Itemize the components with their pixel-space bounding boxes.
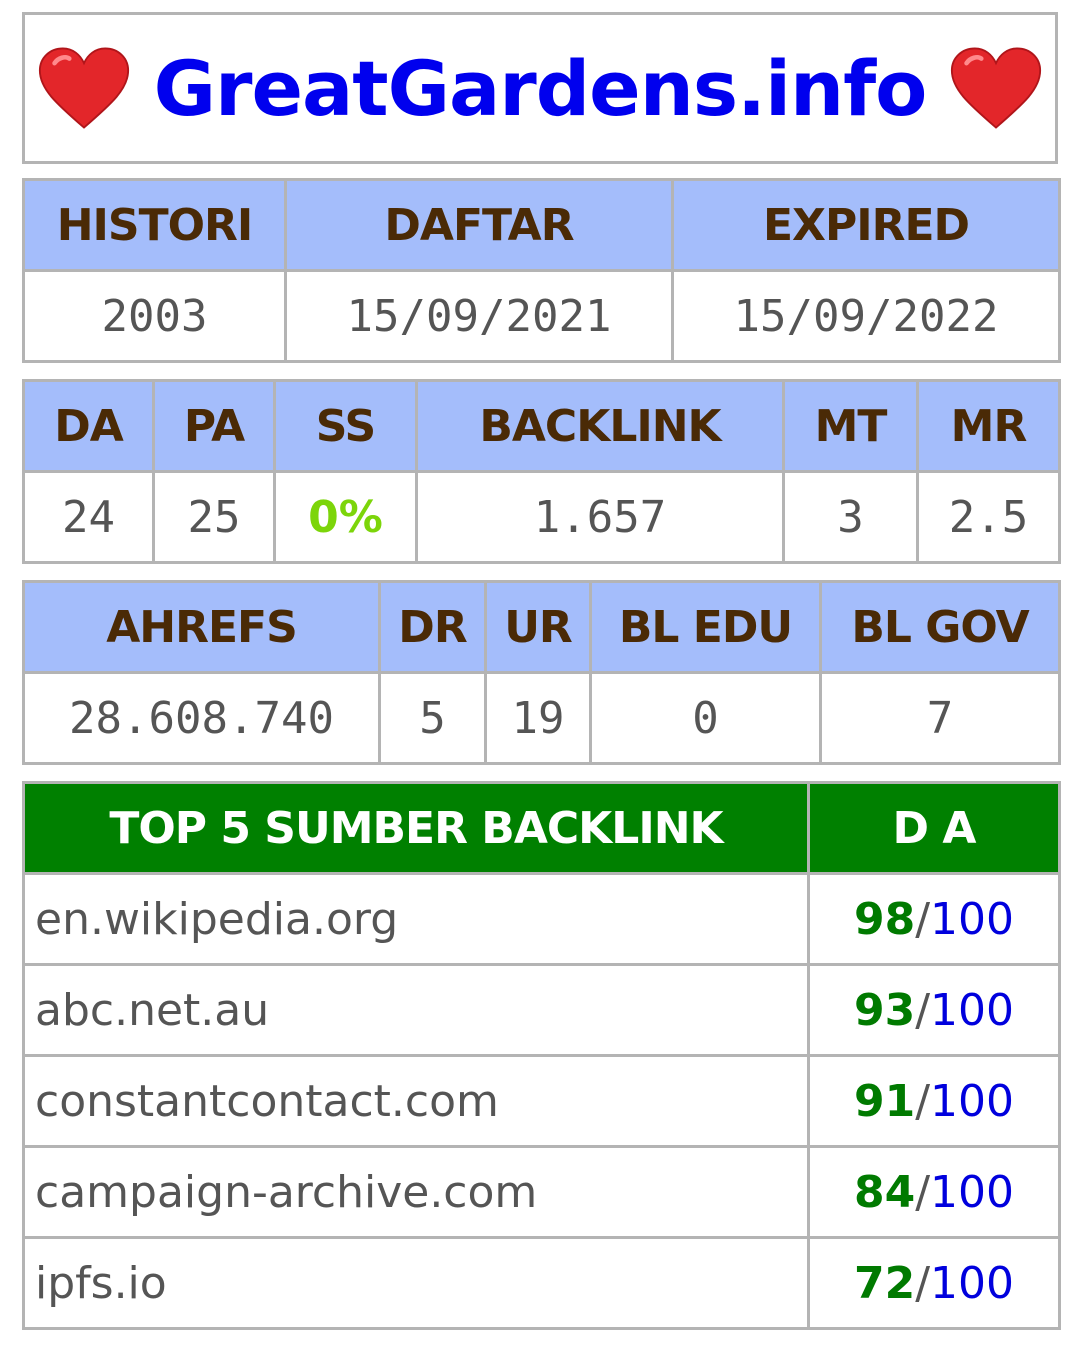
domain-dates-table: HISTORI DAFTAR EXPIRED 2003 15/09/2021 1… [22, 178, 1061, 363]
score-value: 72 [853, 1257, 916, 1309]
backlink-score: 84/100 [807, 1145, 1061, 1239]
value-dr: 5 [378, 671, 487, 765]
value-backlink: 1.657 [415, 470, 785, 564]
backlink-score: 72/100 [807, 1236, 1061, 1330]
value-histori: 2003 [22, 269, 287, 363]
value-ur: 19 [484, 671, 592, 765]
heart-icon [951, 47, 1042, 129]
header-ur: UR [484, 580, 592, 674]
score-separator: / [915, 1257, 931, 1309]
backlink-site[interactable]: abc.net.au [22, 963, 810, 1057]
score-max: 100 [930, 1257, 1015, 1309]
score-separator: / [915, 893, 931, 945]
site-title-banner: GreatGardens.info [22, 12, 1058, 164]
value-mt: 3 [782, 470, 919, 564]
header-mt: MT [782, 379, 919, 473]
value-pa: 25 [152, 470, 276, 564]
backlink-site[interactable]: campaign-archive.com [22, 1145, 810, 1239]
table-row: en.wikipedia.org 98/100 [22, 872, 1061, 966]
value-expired: 15/09/2022 [671, 269, 1061, 363]
header-expired: EXPIRED [671, 178, 1061, 272]
score-value: 91 [853, 1075, 916, 1127]
backlink-score: 91/100 [807, 1054, 1061, 1148]
value-da: 24 [22, 470, 155, 564]
score-max: 100 [930, 984, 1015, 1036]
backlink-score: 98/100 [807, 872, 1061, 966]
value-ahrefs: 28.608.740 [22, 671, 381, 765]
backlink-site[interactable]: constantcontact.com [22, 1054, 810, 1148]
table-row: abc.net.au 93/100 [22, 963, 1061, 1057]
table-row: constantcontact.com 91/100 [22, 1054, 1061, 1148]
header-dr: DR [378, 580, 487, 674]
moz-metrics-table: DA PA SS BACKLINK MT MR 24 25 0% 1.657 3… [22, 379, 1061, 564]
header-ahrefs: AHREFS [22, 580, 381, 674]
score-separator: / [915, 984, 931, 1036]
backlink-score: 93/100 [807, 963, 1061, 1057]
header-pa: PA [152, 379, 276, 473]
header-backlink: BACKLINK [415, 379, 785, 473]
header-daftar: DAFTAR [284, 178, 674, 272]
header-da: DA [22, 379, 155, 473]
value-ss: 0% [273, 470, 418, 564]
top-backlinks-table: TOP 5 SUMBER BACKLINK D A en.wikipedia.o… [22, 781, 1061, 1330]
table-row: campaign-archive.com 84/100 [22, 1145, 1061, 1239]
value-bl-gov: 7 [819, 671, 1061, 765]
score-separator: / [915, 1075, 931, 1127]
value-daftar: 15/09/2021 [284, 269, 674, 363]
table-row: ipfs.io 72/100 [22, 1236, 1061, 1330]
score-value: 84 [853, 1166, 916, 1218]
header-top-sources: TOP 5 SUMBER BACKLINK [22, 781, 810, 875]
score-value: 93 [853, 984, 916, 1036]
header-da-score: D A [807, 781, 1061, 875]
score-max: 100 [930, 1075, 1015, 1127]
header-bl-edu: BL EDU [589, 580, 822, 674]
header-bl-gov: BL GOV [819, 580, 1061, 674]
backlink-site[interactable]: en.wikipedia.org [22, 872, 810, 966]
ahrefs-metrics-table: AHREFS DR UR BL EDU BL GOV 28.608.740 5 … [22, 580, 1061, 765]
value-mr: 2.5 [916, 470, 1061, 564]
header-histori: HISTORI [22, 178, 287, 272]
site-title[interactable]: GreatGardens.info [153, 43, 928, 133]
header-ss: SS [273, 379, 418, 473]
score-max: 100 [930, 893, 1015, 945]
score-max: 100 [930, 1166, 1015, 1218]
score-separator: / [915, 1166, 931, 1218]
value-bl-edu: 0 [589, 671, 822, 765]
heart-icon [38, 47, 129, 129]
score-value: 98 [853, 893, 916, 945]
backlink-site[interactable]: ipfs.io [22, 1236, 810, 1330]
header-mr: MR [916, 379, 1061, 473]
